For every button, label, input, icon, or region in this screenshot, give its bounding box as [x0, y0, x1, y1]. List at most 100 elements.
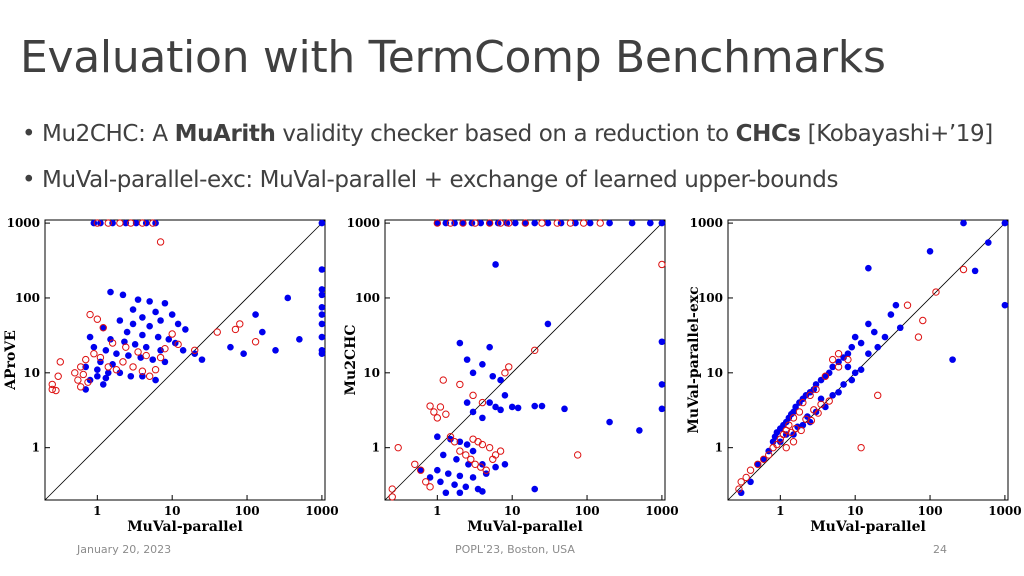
y-axis-label: MuVal-parallel-exc	[686, 286, 702, 433]
data-point-filled	[124, 329, 131, 336]
data-point-filled	[453, 456, 460, 463]
data-point-open	[214, 329, 220, 335]
data-point-filled	[162, 300, 169, 307]
data-point-filled	[175, 321, 182, 328]
data-point-open	[135, 349, 141, 355]
data-point-open	[143, 352, 149, 358]
data-point-open	[55, 373, 61, 379]
data-point-filled	[319, 321, 326, 328]
data-point-filled	[515, 405, 522, 412]
data-point-open	[427, 403, 433, 409]
data-point-filled	[858, 340, 865, 347]
bullet-text: validity checker based on a reduction to	[275, 121, 735, 147]
y-tick-label: 10	[363, 366, 380, 380]
data-point-open	[443, 411, 449, 417]
data-point-filled	[103, 375, 110, 382]
data-point-filled	[451, 481, 458, 488]
data-point-filled	[960, 220, 967, 227]
data-point-filled	[434, 433, 441, 440]
data-point-open	[113, 367, 119, 373]
data-point-filled	[659, 381, 666, 388]
data-point-filled	[130, 306, 137, 313]
x-tick-label: 100	[575, 504, 600, 518]
x-axis-label: MuVal-parallel	[467, 519, 583, 535]
data-point-filled	[113, 350, 120, 357]
y-tick-label: 1	[372, 441, 380, 455]
bullet-item: • MuVal-parallel-exc: MuVal-parallel + ex…	[22, 164, 993, 210]
x-tick-label: 1000	[305, 504, 338, 518]
x-tick-label: 100	[235, 504, 260, 518]
data-point-filled	[531, 486, 538, 493]
data-point-filled	[492, 464, 499, 471]
data-point-filled	[100, 381, 107, 388]
y-tick-label: 1000	[347, 216, 380, 230]
data-point-filled	[457, 489, 464, 496]
data-point-filled	[457, 340, 464, 347]
data-point-open	[91, 351, 97, 357]
x-tick-label: 10	[847, 504, 864, 518]
data-point-open	[87, 311, 93, 317]
data-point-open	[790, 439, 796, 445]
y-axis-label: Mu2CHC	[343, 325, 359, 396]
data-point-filled	[489, 373, 496, 380]
data-point-filled	[107, 289, 114, 296]
data-point-filled	[492, 261, 499, 268]
data-point-open	[539, 220, 545, 226]
data-point-filled	[848, 344, 855, 351]
data-point-filled	[874, 344, 881, 351]
y-tick-label: 100	[15, 291, 40, 305]
data-point-filled	[149, 356, 156, 363]
y-tick-label: 10	[23, 366, 40, 380]
data-point-filled	[91, 344, 98, 351]
data-point-filled	[479, 361, 486, 368]
data-point-filled	[132, 341, 139, 348]
data-point-open	[858, 444, 864, 450]
data-point-open	[796, 409, 802, 415]
data-point-filled	[629, 220, 636, 227]
data-point-filled	[949, 356, 956, 363]
data-point-open	[53, 387, 59, 393]
data-point-filled	[319, 334, 326, 341]
data-point-filled	[434, 467, 441, 474]
data-point-open	[457, 448, 463, 454]
data-point-filled	[94, 373, 101, 380]
data-point-open	[389, 486, 395, 492]
data-point-filled	[502, 461, 509, 468]
bullet-text: Mu2CHC: A	[42, 121, 175, 147]
data-point-open	[75, 377, 81, 383]
data-point-filled	[155, 334, 162, 341]
data-point-filled	[539, 403, 546, 410]
data-point-filled	[135, 296, 142, 303]
x-tick-label: 1	[93, 504, 101, 518]
data-point-filled	[647, 220, 654, 227]
data-point-open	[915, 334, 921, 340]
data-point-filled	[512, 220, 519, 227]
plot-points	[736, 220, 1008, 496]
data-point-open	[580, 220, 586, 226]
data-point-filled	[157, 347, 164, 354]
data-point-open	[783, 444, 789, 450]
data-point-open	[78, 384, 84, 390]
bullet-text: [Kobayashi+’19]	[801, 121, 993, 147]
data-point-filled	[479, 488, 486, 495]
data-point-filled	[794, 424, 801, 431]
data-point-open	[237, 321, 243, 327]
data-point-open	[157, 354, 163, 360]
data-point-open	[574, 452, 580, 458]
chart-mu2chc: 1 1 10 10 100 100 1000 1000 MuVal-parallel Mu2CHC	[340, 210, 680, 540]
data-point-open	[72, 370, 78, 376]
data-point-filled	[139, 332, 146, 339]
data-point-filled	[296, 336, 303, 343]
y-tick-label: 1000	[690, 216, 723, 230]
data-point-filled	[888, 311, 895, 318]
data-point-filled	[146, 323, 153, 330]
data-point-filled	[152, 309, 159, 316]
data-point-filled	[130, 321, 137, 328]
data-point-open	[395, 444, 401, 450]
data-point-open	[94, 316, 100, 322]
data-point-filled	[319, 304, 326, 311]
data-point-open	[105, 364, 111, 370]
data-point-filled	[502, 392, 509, 399]
data-point-open	[157, 239, 163, 245]
data-point-filled	[1002, 220, 1009, 227]
